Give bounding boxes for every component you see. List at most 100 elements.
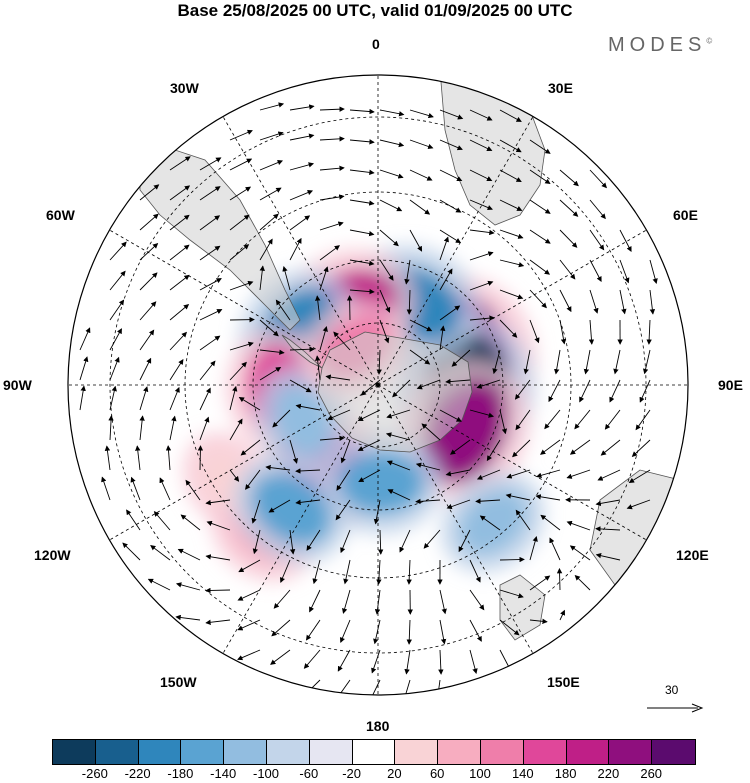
wind-vector-104 — [265, 464, 291, 471]
wind-vector-142 — [340, 439, 351, 464]
wind-vector-148 — [339, 619, 351, 643]
wind-vector-42 — [199, 215, 221, 231]
colorbar-tick-label: 60 — [429, 766, 445, 781]
wind-vector-183 — [386, 460, 411, 471]
wind-vector-185 — [399, 529, 411, 553]
wind-vector-52 — [180, 514, 201, 531]
wind-vector-137 — [349, 288, 375, 295]
wind-vector-14 — [139, 242, 159, 261]
map-title: Base 25/08/2025 00 UTC, valid 01/09/2025… — [177, 1, 573, 20]
colorbar-tick-label: -140 — [210, 766, 237, 781]
map-border — [67, 74, 689, 696]
wind-vector-21 — [135, 445, 141, 471]
colorbar-tick-label: -180 — [167, 766, 194, 781]
wind-vector-99 — [275, 299, 291, 321]
wind-vector-270 — [559, 289, 572, 313]
colorbar-swatch-12 — [566, 740, 610, 764]
wind-vector-298 — [619, 259, 630, 284]
wind-vector-285 — [589, 259, 602, 283]
wind-vector-25 — [169, 156, 191, 171]
wind-vector-225 — [458, 529, 471, 553]
wind-vector-27 — [169, 214, 190, 231]
wind-vector-69 — [206, 520, 231, 531]
wind-vector-167 — [374, 589, 381, 615]
brand-name: MODES — [608, 34, 707, 56]
colorbar-swatch-2 — [138, 740, 182, 764]
wind-vector-74 — [259, 131, 284, 141]
wind-vector-171 — [409, 109, 434, 119]
wind-vector-166 — [376, 559, 382, 585]
wind-vector-36 — [159, 477, 171, 501]
wind-vector-59 — [229, 214, 250, 231]
wind-vector-24 — [122, 542, 141, 561]
wind-vector-112 — [319, 136, 345, 142]
wind-vector-105 — [268, 499, 291, 513]
wind-vector-165 — [377, 529, 384, 555]
wind-vector-199 — [439, 325, 446, 351]
wind-vector-208 — [439, 619, 447, 645]
wind-vector-109 — [271, 619, 291, 637]
wind-vector-309 — [649, 259, 658, 285]
wind-vector-37 — [153, 511, 171, 531]
wind-vector-221 — [469, 409, 495, 418]
wind-vector-175 — [409, 229, 423, 252]
wind-vector-81 — [259, 349, 285, 355]
wind-vector-153 — [379, 169, 404, 179]
wind-vector-121 — [295, 403, 321, 411]
wind-vector-195 — [439, 229, 462, 244]
wind-vector-150 — [335, 679, 351, 695]
wind-vector-223 — [445, 469, 471, 477]
wind-vector-234 — [499, 229, 524, 239]
wind-vector-60 — [229, 244, 250, 261]
wind-vector-57 — [229, 158, 253, 171]
colorbar-swatch-1 — [95, 740, 139, 764]
colorbar-tick-label: -60 — [299, 766, 319, 781]
modes-logo: MODES© — [608, 34, 712, 57]
colorbar-tick-label: 180 — [554, 766, 577, 781]
wind-vector-151 — [379, 109, 405, 117]
wind-vector-181 — [386, 409, 411, 419]
wind-vector-277 — [535, 494, 561, 501]
wind-vector-28 — [169, 244, 190, 261]
wind-vector-147 — [342, 589, 351, 614]
wind-vector-100 — [289, 346, 315, 352]
wind-vector-163 — [358, 469, 381, 483]
wind-vector-123 — [295, 468, 321, 474]
wind-vector-168 — [373, 619, 381, 645]
wind-vector-311 — [646, 319, 652, 345]
wind-vector-302 — [609, 379, 621, 403]
wind-vector-217 — [469, 280, 494, 291]
copyright-icon: © — [706, 36, 713, 46]
wind-vector-196 — [439, 236, 449, 261]
wind-vector-238 — [492, 349, 501, 375]
wind-vector-160 — [360, 379, 381, 396]
wind-vector-16 — [139, 301, 157, 321]
meridian-60 — [377, 229, 647, 386]
wind-vector-71 — [205, 587, 231, 594]
wind-vector-97 — [289, 237, 302, 261]
wind-vector-205 — [423, 529, 441, 549]
wind-vector-266 — [559, 169, 579, 187]
wind-vector-193 — [439, 169, 463, 182]
wind-vector-161 — [357, 409, 381, 421]
wind-vector-46 — [199, 335, 221, 351]
wind-vector-173 — [409, 169, 433, 181]
wind-vector-265 — [529, 618, 548, 624]
colorbar-tick-label: -20 — [342, 766, 361, 781]
wind-vector-66 — [229, 418, 243, 441]
wind-vector-83 — [238, 397, 261, 411]
wind-vector-55 — [175, 614, 201, 621]
wind-vector-317 — [626, 499, 651, 510]
wind-vector-29 — [169, 274, 190, 291]
wind-vector-129 — [303, 649, 321, 669]
wind-vector-47 — [199, 360, 216, 381]
wind-vector-308 — [595, 553, 621, 561]
wind-vector-11 — [101, 476, 111, 501]
wind-vector-70 — [205, 554, 231, 561]
wind-vector-251 — [529, 199, 551, 214]
wind-vector-203 — [415, 462, 441, 471]
colorbar-swatch-7 — [352, 740, 396, 764]
wind-vector-157 — [379, 289, 391, 313]
wind-vector-125 — [306, 529, 321, 551]
